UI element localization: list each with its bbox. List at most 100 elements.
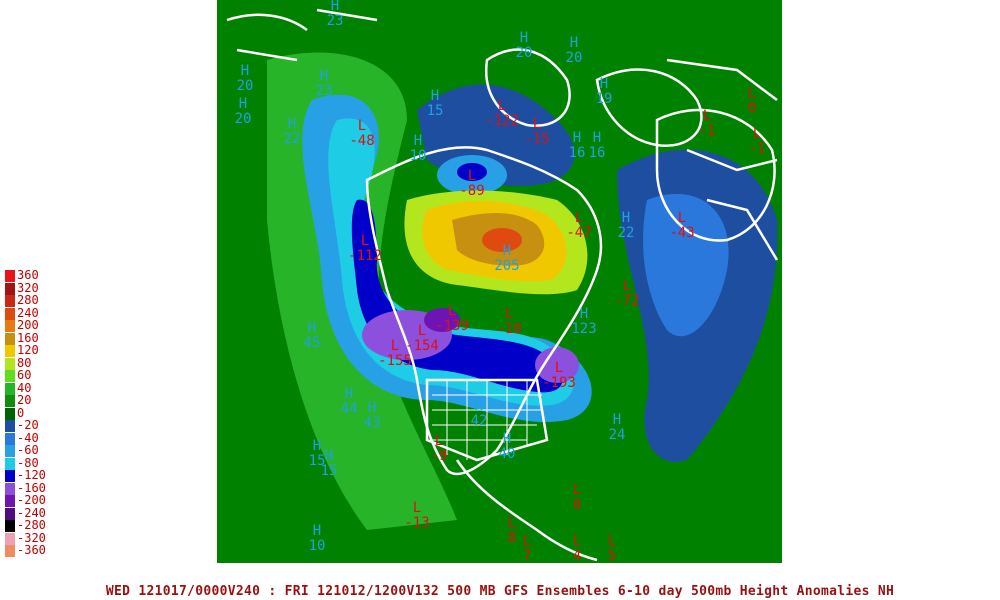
legend-label: 60 — [17, 368, 32, 382]
svg-text:L: L — [753, 126, 761, 142]
svg-text:123: 123 — [571, 321, 596, 337]
legend-label: -360 — [17, 543, 46, 557]
legend-label: 40 — [17, 380, 32, 395]
legend-label: 320 — [17, 280, 39, 295]
svg-text:42: 42 — [471, 413, 488, 429]
svg-text:19: 19 — [596, 91, 613, 107]
atlantic-negative-inner — [643, 193, 729, 337]
legend-swatch — [5, 507, 15, 520]
purple-core-2 — [535, 347, 579, 383]
high-label: H15 — [427, 88, 444, 119]
high-label: H22 — [284, 116, 301, 147]
svg-text:45: 45 — [304, 335, 321, 351]
legend-swatch — [5, 320, 15, 332]
low-label: L7 — [523, 533, 531, 564]
svg-text:H: H — [431, 88, 439, 104]
coastlines — [226, 8, 779, 562]
high-label: H44 — [341, 386, 358, 417]
low-label: L-155 — [378, 338, 412, 369]
svg-text:44: 44 — [341, 401, 358, 417]
legend-swatch — [5, 495, 15, 507]
svg-text:H: H — [570, 35, 578, 51]
low-label: L-13 — [404, 500, 429, 531]
low-label: L-10 — [496, 306, 521, 337]
svg-text:15: 15 — [321, 463, 338, 479]
svg-text:L: L — [533, 116, 541, 132]
svg-text:22: 22 — [618, 225, 635, 241]
legend-swatch — [5, 532, 15, 545]
high-pressure-labels: H23H20H20H23H20H22H15H10H20H19H16H16H22H… — [235, 0, 635, 554]
svg-text:-1: -1 — [749, 141, 766, 157]
svg-text:22: 22 — [284, 131, 301, 147]
legend-label: -240 — [17, 505, 46, 520]
svg-text:24: 24 — [609, 427, 626, 443]
high-label: H15 — [309, 438, 326, 469]
svg-text:L: L — [435, 433, 443, 449]
low-label: L-139 — [435, 303, 469, 334]
high-label: H16 — [569, 130, 586, 161]
state-borders — [432, 380, 542, 460]
svg-text:H: H — [622, 210, 630, 226]
svg-text:L: L — [418, 323, 426, 339]
high-label: H23 — [316, 68, 333, 99]
svg-text:L: L — [523, 533, 531, 549]
high-label: H42 — [471, 398, 488, 429]
legend-label: 0 — [17, 405, 25, 420]
svg-text:H: H — [503, 431, 511, 447]
low-label: L-47 — [566, 210, 591, 241]
map-caption: WED 121017/0000V240 : FRI 121012/1200V13… — [105, 584, 895, 599]
high-label: H20 — [235, 96, 252, 127]
svg-text:H: H — [313, 438, 321, 454]
legend-swatch — [5, 445, 15, 457]
low-label: L-193 — [542, 360, 576, 391]
high-label: H10 — [309, 523, 326, 554]
legend-label: -160 — [17, 480, 46, 495]
svg-text:0: 0 — [573, 497, 581, 513]
svg-text:43: 43 — [364, 415, 381, 431]
svg-text:L: L — [391, 338, 399, 354]
svg-text:L: L — [505, 306, 513, 322]
svg-text:10: 10 — [410, 148, 427, 164]
high-label: H40 — [499, 431, 516, 462]
svg-text:H: H — [600, 76, 608, 92]
svg-text:L: L — [703, 108, 711, 124]
svg-text:L: L — [748, 85, 756, 101]
svg-text:H: H — [241, 63, 249, 79]
legend-swatch — [5, 470, 15, 482]
svg-text:L: L — [573, 533, 581, 549]
legend-swatch — [5, 520, 15, 532]
legend-swatch — [5, 545, 15, 557]
svg-text:H: H — [475, 398, 483, 414]
high-label: H43 — [364, 400, 381, 431]
svg-text:4: 4 — [573, 548, 581, 563]
svg-text:L: L — [608, 533, 616, 549]
svg-text:-154: -154 — [405, 338, 439, 354]
low-label: L-154 — [405, 323, 439, 354]
legend-label: 160 — [17, 330, 39, 345]
legend-swatch — [5, 357, 15, 370]
svg-text:H: H — [414, 133, 422, 149]
high-label: H20 — [566, 35, 583, 66]
svg-text:L: L — [573, 482, 581, 498]
svg-text:-48: -48 — [349, 133, 374, 149]
svg-text:H: H — [368, 400, 376, 416]
legend-label: -280 — [17, 518, 46, 532]
svg-text:-122: -122 — [485, 113, 519, 129]
high-label: H16 — [589, 130, 606, 161]
svg-text:L: L — [361, 233, 369, 249]
svg-text:-43: -43 — [669, 225, 694, 241]
low-label: L-1 — [699, 108, 716, 139]
svg-text:-1: -1 — [699, 123, 716, 139]
svg-text:H: H — [320, 68, 328, 84]
svg-text:23: 23 — [316, 83, 333, 99]
svg-text:L: L — [358, 118, 366, 134]
legend-label: 80 — [17, 355, 32, 370]
legend-swatch — [5, 407, 15, 420]
low-label: L-72 — [614, 278, 639, 309]
legend-swatch — [5, 282, 15, 295]
svg-text:-155: -155 — [378, 353, 412, 369]
svg-text:8: 8 — [508, 530, 516, 546]
svg-text:10: 10 — [309, 538, 326, 554]
ridge-core — [482, 228, 522, 252]
